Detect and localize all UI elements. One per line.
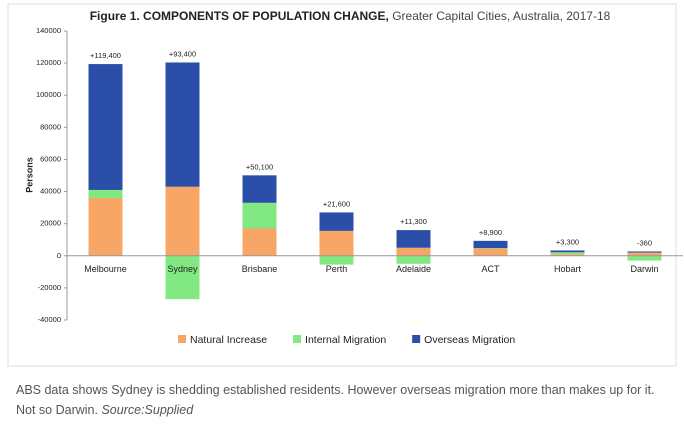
y-tick-label: 140000 — [36, 26, 61, 35]
bar-segment — [550, 254, 585, 256]
bar-segment — [627, 255, 662, 261]
y-tick-label: -40000 — [38, 315, 61, 324]
bar-segment — [88, 64, 123, 190]
x-tick-label: ACT — [482, 264, 501, 274]
x-tick-label: Adelaide — [396, 264, 431, 274]
bar-segment — [88, 189, 123, 198]
bar-segment — [319, 212, 354, 231]
bar-segment — [165, 62, 200, 187]
bar-segment — [396, 247, 431, 256]
legend-swatch — [412, 335, 421, 343]
bar-segment — [165, 186, 200, 256]
total-label: +119,400 — [90, 51, 121, 60]
y-axis-label: Persons — [24, 157, 34, 193]
caption-source: Source:Supplied — [101, 403, 194, 417]
total-label: +3,300 — [556, 237, 579, 246]
bar-segment — [88, 197, 123, 256]
x-tick-label: Sydney — [167, 264, 198, 274]
y-tick-label: 20000 — [40, 219, 61, 228]
legend-label: Internal Migration — [305, 334, 386, 346]
bar-segment — [627, 251, 662, 253]
bar-segment — [242, 202, 277, 229]
y-tick-label: 80000 — [40, 122, 61, 131]
total-label: +93,400 — [169, 49, 196, 58]
chart-title: Figure 1. COMPONENTS OF POPULATION CHANG… — [90, 9, 611, 23]
x-tick-label: Hobart — [554, 264, 582, 274]
y-tick-label: 60000 — [40, 154, 61, 163]
bar-segment — [396, 230, 431, 248]
x-tick-label: Melbourne — [84, 264, 127, 274]
bar-segment — [319, 230, 354, 256]
total-label: +11,300 — [400, 217, 427, 226]
chart: Figure 1. COMPONENTS OF POPULATION CHANG… — [7, 3, 683, 367]
legend-label: Natural Increase — [190, 334, 267, 346]
bar-segment — [242, 228, 277, 256]
title-bold: Figure 1. COMPONENTS OF POPULATION CHANG… — [90, 9, 389, 23]
y-tick-label: 120000 — [36, 58, 61, 67]
bar-segment — [550, 252, 585, 255]
caption-text: ABS data shows Sydney is shedding establ… — [16, 383, 655, 417]
total-label: +8,900 — [479, 228, 502, 237]
bar-segment — [473, 248, 508, 256]
legend-swatch — [178, 335, 186, 343]
total-label: +50,100 — [246, 162, 273, 171]
bar-segment — [550, 250, 585, 253]
bar-segment — [396, 255, 431, 264]
total-label: +21,600 — [323, 199, 350, 208]
y-tick-label: 100000 — [36, 90, 61, 99]
x-tick-label: Brisbane — [242, 264, 278, 274]
bar-segment — [165, 255, 200, 300]
caption: ABS data shows Sydney is shedding establ… — [16, 380, 666, 420]
bar-segment — [473, 240, 508, 249]
title-subtitle: Greater Capital Cities, Australia, 2017-… — [392, 9, 610, 23]
x-tick-label: Darwin — [630, 264, 658, 274]
y-tick-label: -20000 — [38, 283, 61, 292]
bar-segment — [319, 255, 354, 265]
bar-segment — [242, 175, 277, 203]
y-tick-label: 40000 — [40, 187, 61, 196]
bar-segment — [627, 252, 662, 256]
legend-label: Overseas Migration — [424, 334, 515, 346]
legend-swatch — [293, 335, 302, 343]
y-tick-label: 0 — [57, 251, 61, 260]
x-tick-label: Perth — [326, 264, 348, 274]
total-label: -360 — [637, 238, 652, 247]
